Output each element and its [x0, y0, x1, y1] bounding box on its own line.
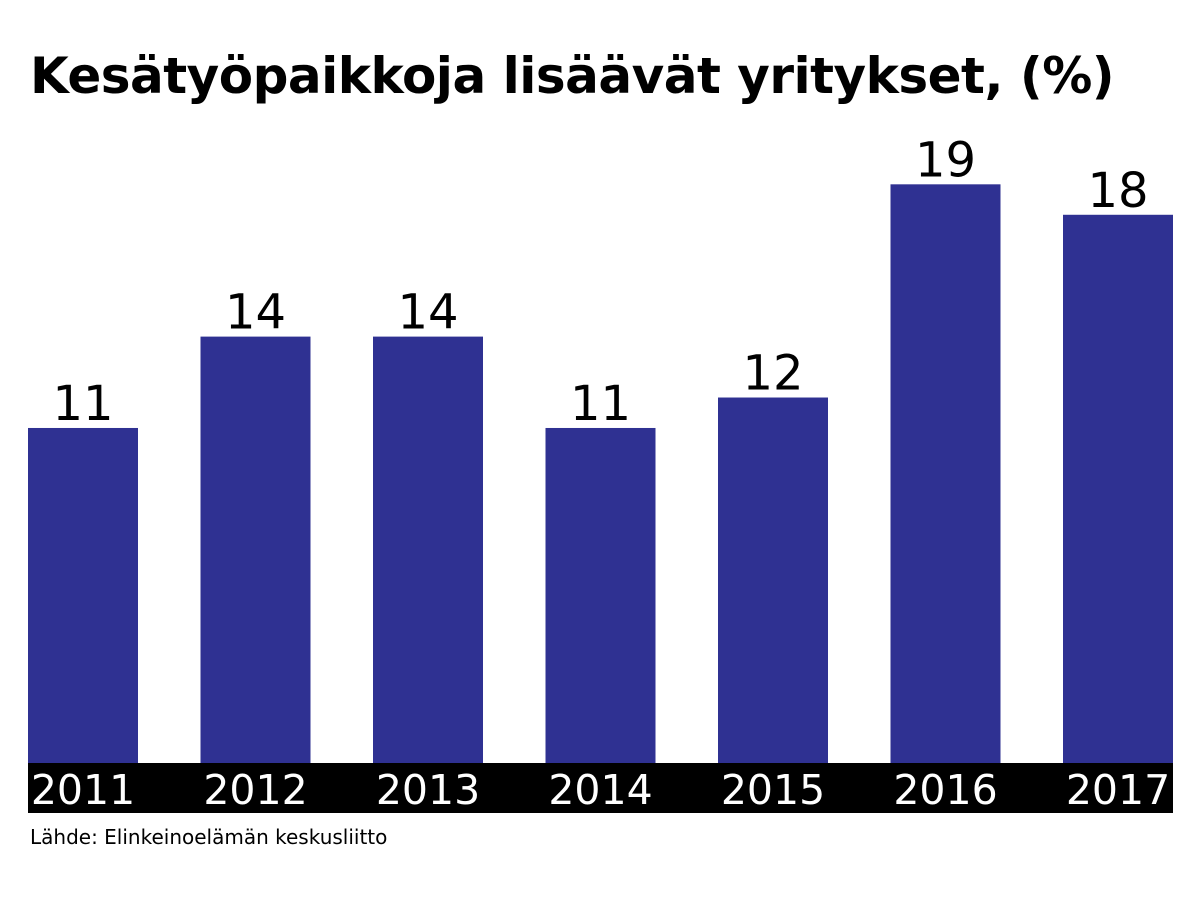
value-label-2016: 19	[915, 132, 976, 188]
value-labels-group: 11 14 14 11 12 19 18	[52, 132, 1148, 432]
bar-2017	[1063, 214, 1173, 763]
value-label-2017: 18	[1087, 163, 1148, 219]
source-note: Lähde: Elinkeinoelämän keskusliitto	[30, 825, 388, 849]
x-tick-label-2016: 2016	[893, 766, 997, 814]
bar-2014	[545, 427, 656, 763]
value-label-2015: 12	[742, 346, 803, 402]
value-label-2013: 14	[397, 285, 458, 341]
bar-2013	[373, 336, 483, 763]
bar-2015	[718, 397, 828, 763]
chart-title: Kesätyöpaikkoja lisäävät yritykset, (%)	[30, 47, 1115, 105]
value-label-2011: 11	[52, 376, 113, 432]
x-tick-label-2011: 2011	[31, 766, 135, 814]
tick-labels-group: 2011 2012 2013 2014 2015 2016 2017	[31, 766, 1170, 814]
x-tick-label-2012: 2012	[203, 766, 307, 814]
value-label-2014: 11	[570, 376, 631, 432]
bar-2016	[890, 184, 1001, 763]
x-tick-label-2014: 2014	[548, 766, 652, 814]
x-axis-band	[28, 763, 1173, 813]
x-tick-label-2017: 2017	[1066, 766, 1170, 814]
value-label-2012: 14	[225, 285, 286, 341]
bar-2012	[200, 336, 311, 763]
bars-group	[28, 184, 1173, 763]
bar-2011	[28, 427, 138, 763]
x-tick-label-2013: 2013	[376, 766, 480, 814]
x-tick-label-2015: 2015	[721, 766, 825, 814]
